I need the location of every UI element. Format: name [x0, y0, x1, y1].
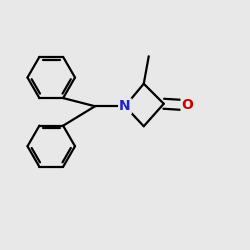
Text: N: N [119, 99, 131, 113]
Text: O: O [182, 98, 194, 112]
